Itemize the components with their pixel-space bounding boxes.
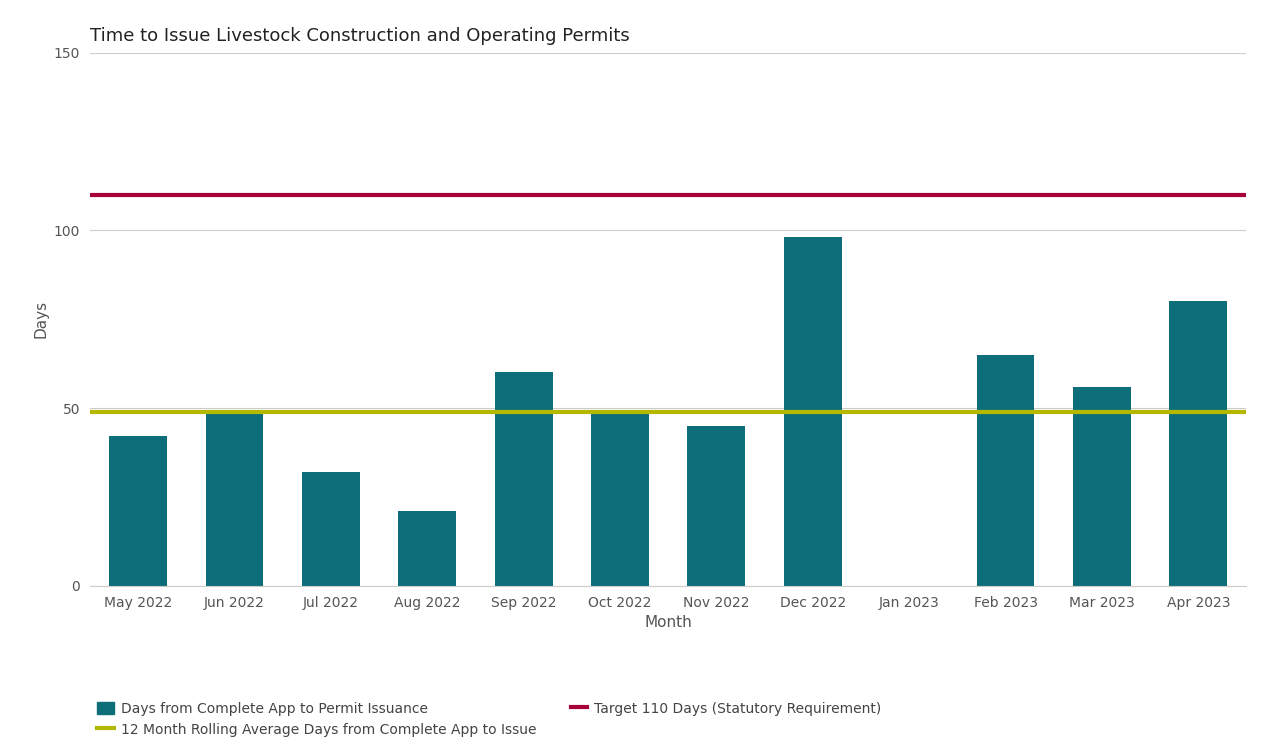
X-axis label: Month: Month <box>644 615 693 630</box>
Bar <box>495 372 553 586</box>
Text: Time to Issue Livestock Construction and Operating Permits: Time to Issue Livestock Construction and… <box>90 28 630 46</box>
Bar <box>591 412 649 586</box>
Bar <box>1169 301 1227 586</box>
Bar <box>1073 387 1131 586</box>
Legend: Days from Complete App to Permit Issuance, 12 Month Rolling Average Days from Co: Days from Complete App to Permit Issuanc… <box>96 701 882 737</box>
Y-axis label: Days: Days <box>33 300 49 338</box>
Bar <box>398 511 456 586</box>
Bar <box>687 426 745 586</box>
Bar <box>977 354 1034 586</box>
Bar <box>302 472 360 586</box>
Bar <box>206 412 263 586</box>
Bar <box>109 436 167 586</box>
Bar <box>784 237 842 586</box>
